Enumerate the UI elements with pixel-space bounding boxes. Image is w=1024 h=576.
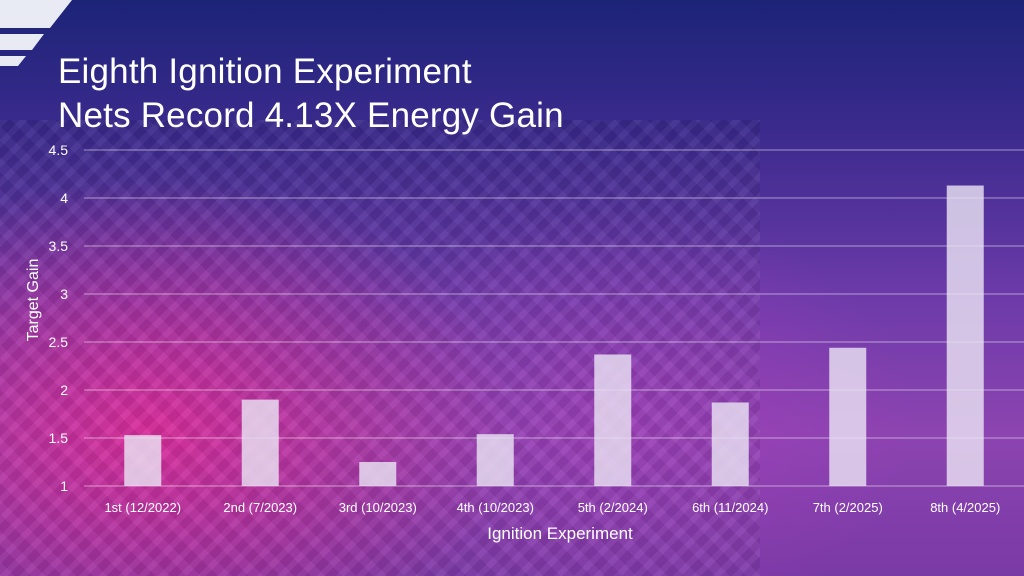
x-tick-label: 2nd (7/2023)	[223, 500, 297, 515]
y-tick-label: 4.5	[49, 142, 69, 158]
x-tick-label: 6th (11/2024)	[692, 500, 768, 515]
facility-photo-texture	[0, 120, 760, 576]
bar	[594, 354, 632, 486]
x-tick-label: 3rd (10/2023)	[339, 500, 417, 515]
x-tick-label: 7th (2/2025)	[813, 500, 883, 515]
bar	[241, 399, 279, 486]
y-tick-label: 4	[60, 190, 68, 206]
y-tick-label: 2.5	[49, 334, 69, 350]
chart-title: Eighth Ignition Experiment Nets Record 4…	[58, 50, 564, 138]
x-tick-label: 4th (10/2023)	[457, 500, 534, 515]
x-tick-label: 1st (12/2022)	[104, 500, 181, 515]
bar	[476, 434, 514, 486]
bar	[946, 185, 984, 486]
bar	[124, 435, 162, 486]
logo-icon	[0, 0, 72, 66]
y-tick-label: 1	[60, 478, 68, 494]
y-axis-label: Target Gain	[25, 259, 42, 342]
bar	[359, 462, 397, 486]
bar	[711, 402, 749, 486]
y-tick-label: 2	[60, 382, 68, 398]
x-tick-label: 8th (4/2025)	[930, 500, 1000, 515]
title-line-1: Eighth Ignition Experiment	[58, 52, 472, 91]
y-tick-label: 1.5	[49, 430, 69, 446]
title-line-2: Nets Record 4.13X Energy Gain	[58, 96, 564, 135]
y-tick-label: 3	[60, 286, 68, 302]
x-axis-label: Ignition Experiment	[487, 524, 633, 543]
y-tick-label: 3.5	[49, 238, 69, 254]
x-tick-label: 5th (2/2024)	[578, 500, 648, 515]
bar	[829, 347, 867, 486]
